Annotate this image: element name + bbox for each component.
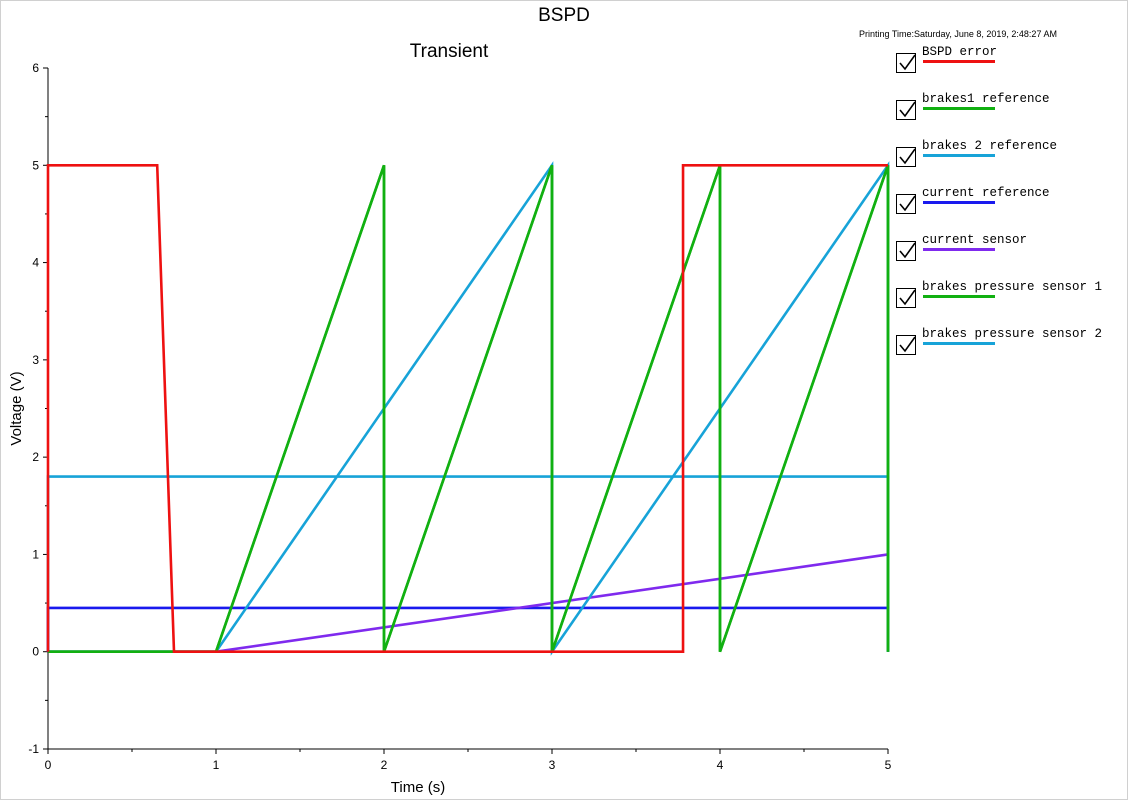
checkmark-icon (899, 195, 916, 212)
series-line-brakes-pressure-sensor-1 (48, 164, 890, 654)
x-tick-label: 0 (45, 758, 52, 772)
series-line-bspd-error (46, 163, 888, 654)
checkmark-icon (899, 242, 916, 259)
legend-swatch (923, 60, 995, 63)
x-axis-title: Time (s) (391, 779, 445, 796)
x-tick-label: 1 (213, 758, 220, 772)
y-tick-label: 2 (32, 450, 39, 464)
y-tick-label: 5 (32, 158, 39, 172)
legend-swatch (923, 154, 995, 157)
y-tick-label: 4 (32, 256, 39, 270)
checkmark-icon (899, 336, 916, 353)
legend-checkbox[interactable] (896, 288, 916, 308)
legend-swatch (923, 201, 995, 204)
checkmark-icon (899, 289, 916, 306)
legend-item[interactable]: current reference (896, 186, 1121, 233)
legend-label: brakes pressure sensor 1 (922, 280, 1103, 294)
legend-label: current sensor (922, 233, 1028, 247)
x-tick-label: 2 (381, 758, 388, 772)
legend-checkbox[interactable] (896, 241, 916, 261)
legend-label: BSPD error (922, 45, 998, 59)
y-tick-label: 3 (32, 353, 39, 367)
checkmark-icon (899, 54, 916, 71)
y-tick-label: 0 (32, 645, 39, 659)
legend-item[interactable]: current sensor (896, 233, 1121, 280)
legend-item[interactable]: brakes 2 reference (896, 139, 1121, 186)
legend-swatch (923, 107, 995, 110)
legend-swatch (923, 342, 995, 345)
x-tick-label: 5 (885, 758, 892, 772)
legend-item[interactable]: BSPD error (896, 45, 1121, 92)
printing-time: Printing Time:Saturday, June 8, 2019, 2:… (859, 29, 1057, 39)
legend-item[interactable]: brakes pressure sensor 2 (896, 327, 1121, 374)
legend-label: brakes pressure sensor 2 (922, 327, 1103, 341)
legend-checkbox[interactable] (896, 53, 916, 73)
legend-swatch (923, 248, 995, 251)
x-tick-label: 3 (549, 758, 556, 772)
legend-checkbox[interactable] (896, 147, 916, 167)
y-axis-title: Voltage (V) (8, 371, 25, 445)
legend-item[interactable]: brakes pressure sensor 1 (896, 280, 1121, 327)
legend-label: brakes 2 reference (922, 139, 1058, 153)
checkmark-icon (899, 101, 916, 118)
y-tick-label: -1 (28, 742, 39, 756)
chart-subtitle: Transient (409, 41, 489, 62)
checkmark-icon (899, 148, 916, 165)
legend-swatch (923, 295, 995, 298)
chart-title: BSPD (538, 5, 590, 26)
legend-label: brakes1 reference (922, 92, 1050, 106)
legend-label: current reference (922, 186, 1050, 200)
legend-item[interactable]: brakes1 reference (896, 92, 1121, 139)
legend-checkbox[interactable] (896, 100, 916, 120)
y-tick-label: 6 (32, 61, 39, 75)
legend-checkbox[interactable] (896, 335, 916, 355)
x-tick-label: 4 (717, 758, 724, 772)
legend-checkbox[interactable] (896, 194, 916, 214)
y-tick-label: 1 (32, 547, 39, 561)
legend: BSPD error brakes1 reference brakes 2 refe… (896, 45, 1121, 374)
